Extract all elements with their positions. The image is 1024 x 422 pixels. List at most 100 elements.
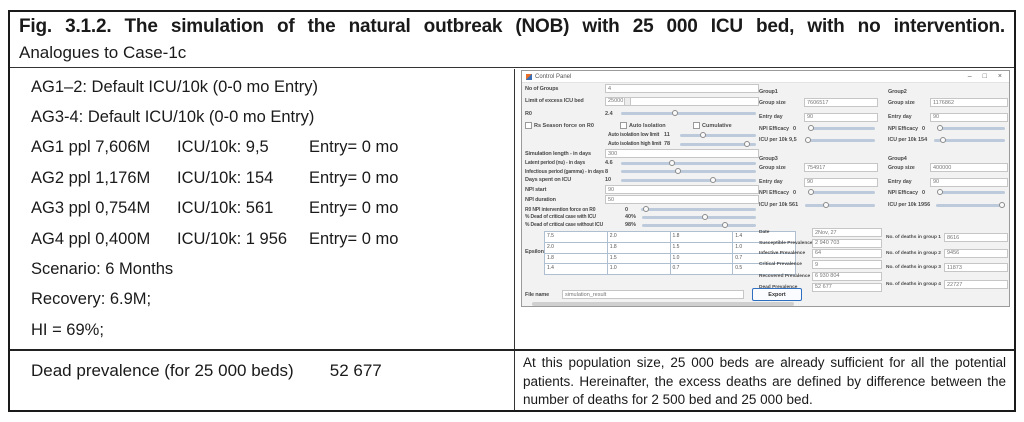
epsilon-cell[interactable]: 1.4: [545, 264, 607, 274]
slider-thumb[interactable]: [674, 168, 681, 174]
group3-entry-row: Entry day 90: [759, 177, 878, 187]
slider-thumb[interactable]: [804, 136, 811, 143]
slider-thumb[interactable]: [937, 189, 943, 195]
npi-duration-field[interactable]: 50: [605, 195, 759, 204]
group1-title: Group1: [759, 88, 778, 95]
latent-label: Latent period (nu) - in days: [525, 160, 585, 166]
epsilon-cell[interactable]: 1.4: [733, 232, 795, 242]
group1-entry-row: Entry day 90: [759, 112, 878, 122]
slider-thumb[interactable]: [807, 189, 814, 195]
spinner-icon[interactable]: [624, 97, 632, 105]
horizontal-scrollbar[interactable]: [532, 302, 794, 306]
group2-entry-field[interactable]: 90: [930, 112, 1008, 122]
epsilon-cell[interactable]: 7.5: [545, 232, 607, 242]
deaths-group2-field[interactable]: 9456: [944, 248, 1008, 258]
slider-thumb[interactable]: [823, 201, 829, 208]
infectious-slider[interactable]: [621, 168, 756, 174]
checkbox-icon[interactable]: [693, 122, 700, 129]
panel-titlebar[interactable]: Control Panel – □ ×: [522, 71, 1009, 83]
group4-size-row: Group size 400000: [888, 163, 1008, 172]
epsilon-cell[interactable]: 1.0: [670, 253, 733, 264]
iso-high-slider[interactable]: [680, 140, 756, 147]
group-size-label: Group size: [759, 99, 786, 106]
epsilon-cell[interactable]: 1.8: [545, 253, 607, 264]
infective-field[interactable]: 64: [812, 248, 882, 258]
group4-size-field[interactable]: 400000: [930, 163, 1008, 172]
group4-icu-slider[interactable]: [936, 201, 1005, 208]
icu-limit-field[interactable]: 25000: [605, 96, 759, 106]
figure-caption: Fig. 3.1.2. The simulation of the natura…: [10, 12, 1014, 68]
no-of-groups-field[interactable]: 4: [605, 84, 759, 93]
group3-npi-slider[interactable]: [807, 189, 875, 195]
group3-entry-field[interactable]: 90: [804, 177, 878, 187]
susceptible-field[interactable]: 2 940 703: [812, 238, 882, 248]
dead-without-icu-row: % Dead of critical case without ICU 98%: [525, 221, 759, 230]
deaths-group1-field[interactable]: 8616: [944, 233, 1008, 242]
iso-low-slider[interactable]: [680, 131, 756, 138]
infective-label: Infective Prevalence: [759, 250, 806, 256]
npi-start-field[interactable]: 90: [605, 185, 759, 194]
slider-thumb[interactable]: [807, 125, 814, 131]
epsilon-cell[interactable]: 0.5: [733, 264, 795, 274]
group1-npi-slider[interactable]: [807, 125, 875, 131]
close-button[interactable]: ×: [997, 73, 1002, 80]
checkbox-icon[interactable]: [620, 122, 627, 129]
dead-prevalence-field[interactable]: 52 677: [812, 282, 882, 292]
ag2-ppl: AG2 ppl 1,176M: [31, 168, 151, 187]
epsilon-cell[interactable]: 1.8: [607, 242, 670, 253]
group4-entry-field[interactable]: 90: [930, 177, 1008, 187]
group1-size-field[interactable]: 7606517: [804, 98, 878, 107]
dead-with-icu-slider[interactable]: [642, 213, 756, 220]
epsilon-cell[interactable]: 0.7: [733, 253, 795, 264]
group2-size-field[interactable]: 1176862: [930, 98, 1008, 107]
slider-thumb[interactable]: [672, 110, 678, 116]
group1-entry-field[interactable]: 90: [804, 112, 878, 122]
critical-field[interactable]: 9: [812, 260, 882, 269]
epsilon-cell[interactable]: 0.7: [670, 264, 733, 274]
group4-npi-slider[interactable]: [937, 189, 1005, 195]
epsilon-cell[interactable]: 1.0: [733, 242, 795, 253]
slider-thumb[interactable]: [722, 221, 729, 228]
deaths-group4-label: No. of deaths in group 4: [886, 282, 941, 287]
slider-thumb[interactable]: [940, 136, 947, 143]
epsilon-cell[interactable]: 2.0: [545, 242, 607, 253]
auto-isolation-checkbox[interactable]: Auto Isolation: [620, 121, 666, 130]
deaths-group3-field[interactable]: 11873: [944, 263, 1008, 272]
epsilon-cell[interactable]: 2.0: [607, 232, 670, 242]
cumulative-checkbox[interactable]: Cumulative: [693, 121, 732, 130]
dead-without-icu-slider[interactable]: [642, 221, 756, 228]
epsilon-cell[interactable]: 1.0: [607, 264, 670, 274]
date-field[interactable]: 2Nov, 27: [812, 228, 882, 237]
deaths-group4-field[interactable]: 22727: [944, 280, 1008, 289]
recovered-field[interactable]: 6 930 804: [812, 271, 882, 281]
group3-icu-slider[interactable]: [805, 201, 875, 208]
slider-thumb[interactable]: [709, 176, 716, 183]
checkbox-icon[interactable]: [525, 122, 532, 129]
slider-thumb[interactable]: [701, 213, 708, 220]
slider-thumb[interactable]: [642, 206, 649, 212]
group1-icu-slider[interactable]: [804, 136, 875, 143]
epsilon-cell[interactable]: 1.5: [607, 253, 670, 264]
sim-length-field[interactable]: 300: [605, 149, 759, 158]
slider-thumb[interactable]: [669, 159, 676, 166]
maximize-button[interactable]: □: [982, 73, 987, 80]
latent-slider[interactable]: [621, 159, 756, 166]
group3-size-field[interactable]: 754917: [804, 163, 878, 172]
epsilon-cell[interactable]: 1.5: [670, 242, 733, 253]
minimize-button[interactable]: –: [967, 73, 972, 80]
epsilon-cell[interactable]: 1.8: [670, 232, 733, 242]
dead-without-icu-label: % Dead of critical case without ICU: [525, 222, 604, 228]
npi-force-slider[interactable]: [641, 206, 756, 212]
group2-npi-slider[interactable]: [937, 125, 1005, 131]
season-force-checkbox[interactable]: Rs Season force on R0: [525, 121, 594, 130]
slider-thumb[interactable]: [998, 201, 1005, 208]
note-cell: At this population size, 25 000 beds are…: [523, 355, 1006, 408]
icu-days-slider[interactable]: [621, 176, 756, 183]
slider-thumb[interactable]: [937, 125, 943, 131]
slider-thumb[interactable]: [743, 140, 750, 147]
group2-icu-slider[interactable]: [934, 136, 1005, 143]
file-name-field[interactable]: simulation_result: [562, 290, 744, 299]
export-button[interactable]: Export: [752, 288, 802, 301]
r0-slider[interactable]: [621, 110, 756, 116]
slider-thumb[interactable]: [699, 131, 706, 138]
